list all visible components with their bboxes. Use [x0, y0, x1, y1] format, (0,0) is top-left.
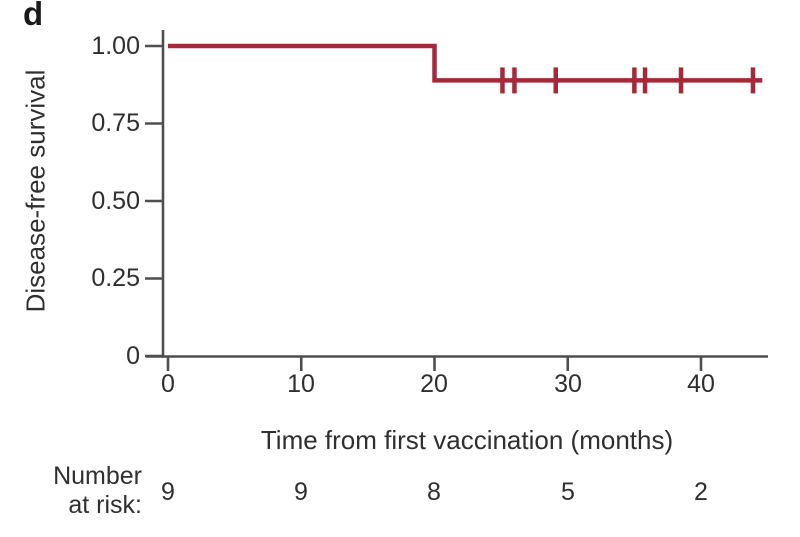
y-tick-label-1.00: 1.00 — [91, 32, 140, 60]
y-tick-label-0.25: 0.25 — [91, 264, 140, 292]
risk-count-t20: 8 — [427, 478, 441, 506]
number-at-risk-label-line1: Number — [53, 462, 142, 490]
x-tick-label-40: 40 — [687, 370, 715, 398]
number-at-risk-label-line2: at risk: — [68, 491, 142, 519]
x-axis-title: Time from first vaccination (months) — [260, 425, 674, 455]
risk-count-t10: 9 — [294, 478, 308, 506]
x-tick-label-10: 10 — [287, 370, 315, 398]
y-tick-label-0.75: 0.75 — [91, 109, 140, 137]
y-axis-label: Disease-free survival — [20, 69, 51, 313]
x-tick-label-0: 0 — [161, 370, 175, 398]
y-tick-label-0.50: 0.50 — [91, 187, 140, 215]
risk-count-t0: 9 — [161, 478, 175, 506]
number-at-risk-label: Number at risk: — [20, 462, 142, 520]
risk-count-t40: 2 — [694, 478, 708, 506]
risk-count-t30: 5 — [561, 478, 575, 506]
panel-label: d — [23, 0, 44, 32]
y-tick-label-0: 0 — [126, 342, 140, 370]
x-tick-label-30: 30 — [554, 370, 582, 398]
x-tick-label-20: 20 — [420, 370, 448, 398]
